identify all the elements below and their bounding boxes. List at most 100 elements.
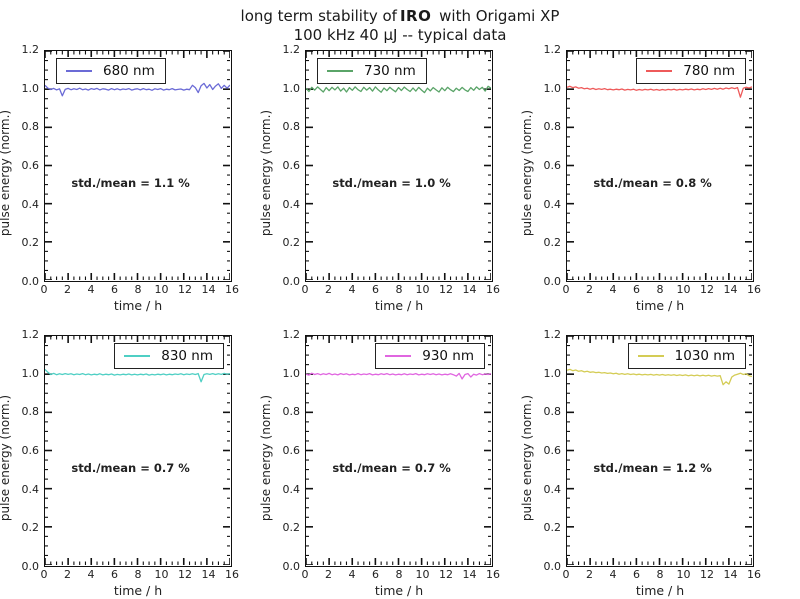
- stat-label: std./mean = 0.8 %: [593, 176, 712, 190]
- x-tick-label: 8: [134, 568, 142, 581]
- y-tick-label: 1.0: [543, 81, 562, 95]
- y-tick-label: 0.8: [543, 120, 562, 134]
- x-tick-label: 14: [201, 283, 216, 296]
- x-tick-label: 16: [225, 283, 239, 296]
- plot-row: 0.0 0.2 0.4 0.6 0.8 1.0 1.2 830 nm std./mean =…: [22, 328, 232, 573]
- plot-area: 830 nm std./mean = 0.7 %: [44, 335, 232, 567]
- x-tick-label: 6: [111, 568, 118, 581]
- x-tick-label: 12: [700, 283, 714, 296]
- y-tick-label: 0.8: [21, 120, 40, 134]
- figure-title: long term stability of IRO with Origami X…: [0, 0, 800, 45]
- x-axis-tick-labels: 0 2 4 6 8 10 12 14 16: [302, 567, 501, 582]
- y-tick-label: 0.6: [282, 444, 301, 457]
- y-axis-tick-labels: 0.0 0.2 0.4 0.6 0.8 1.0 1.2: [271, 328, 303, 573]
- y-tick-label: 0.4: [543, 197, 562, 211]
- x-tick-label: 0: [562, 568, 570, 581]
- y-tick-label: 0.0: [282, 275, 301, 288]
- x-axis-tick-labels: 0 2 4 6 8 10 12 14 16: [563, 282, 762, 297]
- y-tick-label: 0.0: [282, 560, 301, 573]
- y-tick-label: 0.6: [543, 159, 562, 172]
- x-tick-label: 14: [723, 283, 738, 296]
- y-tick-label: 0.6: [21, 444, 40, 457]
- y-tick-label: 1.2: [282, 328, 301, 341]
- y-tick-label: 0.2: [282, 521, 301, 535]
- y-tick-label: 0.0: [21, 560, 40, 573]
- x-tick-label: 16: [747, 283, 761, 296]
- legend-label: 730 nm: [364, 63, 416, 79]
- plot-canvas: [306, 51, 491, 280]
- y-tick-label: 1.2: [21, 43, 40, 56]
- x-axis-label: time / h: [635, 298, 685, 313]
- stat-label: std./mean = 1.0 %: [332, 176, 451, 190]
- title-device-name: IRO: [399, 7, 432, 25]
- x-axis-tick-labels: 0 2 4 6 8 10 12 14 16: [563, 567, 762, 582]
- x-tick-label: 10: [154, 283, 169, 296]
- y-tick-label: 1.0: [282, 81, 301, 95]
- y-tick-label: 0.4: [282, 197, 301, 211]
- x-tick-label: 16: [225, 568, 239, 581]
- x-axis-label: time / h: [374, 583, 424, 598]
- y-tick-label: 1.0: [282, 366, 301, 380]
- y-tick-label: 1.2: [543, 43, 562, 56]
- plot-canvas: [45, 51, 230, 280]
- y-tick-label: 1.0: [543, 366, 562, 380]
- x-tick-label: 6: [633, 283, 640, 296]
- plot-row: 0.0 0.2 0.4 0.6 0.8 1.0 1.2 680 nm std./mean =…: [22, 43, 232, 288]
- y-tick-label: 1.2: [543, 328, 562, 341]
- y-tick-label: 0.2: [21, 236, 40, 250]
- x-tick-label: 10: [676, 568, 691, 581]
- x-tick-label: 6: [633, 568, 640, 581]
- legend-line-sample: [385, 355, 412, 357]
- x-tick-label: 16: [486, 283, 500, 296]
- plot-area: 680 nm std./mean = 1.1 %: [44, 50, 232, 282]
- title-suffix: with Origami XP: [434, 7, 560, 25]
- legend-line-sample: [124, 355, 151, 357]
- x-axis-label: time / h: [374, 298, 424, 313]
- legend: 930 nm: [375, 343, 485, 369]
- plot-area: 730 nm std./mean = 1.0 %: [305, 50, 493, 282]
- x-tick-label: 12: [439, 283, 453, 296]
- x-tick-label: 8: [656, 568, 664, 581]
- y-tick-label: 0.8: [21, 405, 40, 419]
- y-axis-tick-labels: 0.0 0.2 0.4 0.6 0.8 1.0 1.2: [271, 43, 303, 288]
- x-tick-label: 14: [723, 568, 738, 581]
- y-tick-label: 0.8: [282, 405, 301, 419]
- x-tick-label: 0: [562, 283, 570, 296]
- x-tick-label: 16: [486, 568, 500, 581]
- x-tick-label: 4: [609, 283, 617, 296]
- x-tick-label: 8: [134, 283, 142, 296]
- legend-line-sample: [646, 70, 673, 72]
- x-tick-label: 6: [372, 283, 379, 296]
- plot-canvas: [567, 336, 752, 565]
- x-tick-label: 2: [64, 568, 71, 581]
- x-tick-label: 2: [325, 568, 332, 581]
- stat-label: std./mean = 0.7 %: [71, 461, 190, 475]
- data-line: [306, 372, 491, 380]
- x-tick-label: 4: [87, 283, 95, 296]
- data-line: [306, 85, 491, 94]
- y-tick-label: 0.6: [282, 159, 301, 172]
- y-tick-label: 0.2: [282, 236, 301, 250]
- figure-title-line2: 100 kHz 40 μJ -- typical data: [293, 25, 507, 44]
- plot-area: 780 nm std./mean = 0.8 %: [566, 50, 754, 282]
- x-tick-label: 2: [586, 568, 593, 581]
- x-axis-label: time / h: [635, 583, 685, 598]
- subplot: pulse energy (norm.) 0.0 0.2 0.4 0.6 0.8 1.0 1…: [259, 43, 500, 313]
- x-tick-label: 0: [301, 568, 309, 581]
- x-tick-label: 14: [462, 283, 477, 296]
- subplot-grid: pulse energy (norm.) 0.0 0.2 0.4 0.6 0.8 1.0 1…: [0, 43, 762, 598]
- legend-line-sample: [66, 70, 92, 72]
- y-tick-label: 0.0: [543, 560, 562, 573]
- x-tick-label: 2: [586, 283, 593, 296]
- y-tick-label: 0.4: [543, 482, 562, 496]
- plot-area: 1030 nm std./mean = 1.2 %: [566, 335, 754, 567]
- plot-row: 0.0 0.2 0.4 0.6 0.8 1.0 1.2 730 nm std./mean =…: [283, 43, 493, 288]
- legend: 830 nm: [114, 343, 224, 369]
- legend: 680 nm: [56, 58, 166, 84]
- x-tick-label: 8: [395, 568, 403, 581]
- legend-line-sample: [327, 70, 353, 72]
- x-tick-label: 16: [747, 568, 761, 581]
- x-axis-tick-labels: 0 2 4 6 8 10 12 14 16: [41, 282, 240, 297]
- plot-canvas: [45, 336, 230, 565]
